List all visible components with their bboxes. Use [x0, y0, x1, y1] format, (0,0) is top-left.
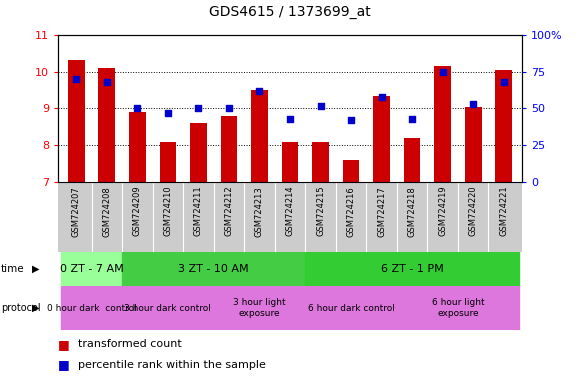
- Text: GSM724214: GSM724214: [285, 186, 295, 237]
- Bar: [160, 142, 176, 182]
- Bar: [61, 286, 122, 330]
- Bar: [122, 252, 305, 286]
- Point: [255, 88, 264, 94]
- Point: [377, 94, 386, 100]
- Bar: [68, 60, 85, 182]
- Text: GSM724216: GSM724216: [347, 186, 356, 237]
- Bar: [305, 252, 519, 286]
- Text: GSM724215: GSM724215: [316, 186, 325, 237]
- Point: [408, 116, 417, 122]
- Bar: [99, 68, 115, 182]
- Text: GSM724218: GSM724218: [408, 186, 416, 237]
- Point: [72, 76, 81, 82]
- Bar: [312, 142, 329, 182]
- Text: GSM724210: GSM724210: [164, 186, 172, 237]
- Text: GSM724211: GSM724211: [194, 186, 203, 237]
- Text: ■: ■: [58, 358, 70, 371]
- Text: GSM724217: GSM724217: [377, 186, 386, 237]
- Text: GSM724207: GSM724207: [72, 186, 81, 237]
- Bar: [465, 107, 481, 182]
- Text: 6 hour dark control: 6 hour dark control: [307, 304, 394, 313]
- Point: [194, 106, 203, 112]
- Bar: [61, 252, 122, 286]
- Bar: [495, 70, 512, 182]
- Point: [469, 101, 478, 107]
- Text: 0 ZT - 7 AM: 0 ZT - 7 AM: [60, 264, 124, 274]
- Text: GSM724212: GSM724212: [224, 186, 233, 237]
- Text: percentile rank within the sample: percentile rank within the sample: [78, 360, 266, 370]
- Bar: [404, 138, 420, 182]
- Text: GSM724208: GSM724208: [102, 186, 111, 237]
- Bar: [434, 66, 451, 182]
- Point: [285, 116, 295, 122]
- Point: [133, 106, 142, 112]
- Text: 3 ZT - 10 AM: 3 ZT - 10 AM: [179, 264, 249, 274]
- Bar: [373, 96, 390, 182]
- Bar: [213, 286, 305, 330]
- Point: [346, 117, 356, 123]
- Text: 3 hour dark control: 3 hour dark control: [125, 304, 211, 313]
- Point: [438, 68, 447, 74]
- Text: GDS4615 / 1373699_at: GDS4615 / 1373699_at: [209, 5, 371, 18]
- Text: 6 hour light
exposure: 6 hour light exposure: [432, 298, 484, 318]
- Text: protocol: protocol: [1, 303, 41, 313]
- Text: GSM724213: GSM724213: [255, 186, 264, 237]
- Bar: [58, 182, 522, 252]
- Text: GSM724220: GSM724220: [469, 186, 478, 237]
- Bar: [251, 90, 268, 182]
- Point: [163, 110, 172, 116]
- Bar: [129, 112, 146, 182]
- Text: GSM724219: GSM724219: [438, 186, 447, 237]
- Bar: [190, 123, 207, 182]
- Text: transformed count: transformed count: [78, 339, 182, 349]
- Bar: [305, 286, 397, 330]
- Text: time: time: [1, 264, 25, 274]
- Bar: [122, 286, 213, 330]
- Text: 3 hour light
exposure: 3 hour light exposure: [233, 298, 286, 318]
- Text: ■: ■: [58, 338, 70, 351]
- Point: [316, 103, 325, 109]
- Text: ▶: ▶: [32, 303, 39, 313]
- Bar: [282, 142, 298, 182]
- Point: [224, 106, 234, 112]
- Text: ▶: ▶: [32, 264, 39, 274]
- Text: 6 ZT - 1 PM: 6 ZT - 1 PM: [380, 264, 444, 274]
- Bar: [343, 160, 360, 182]
- Bar: [220, 116, 237, 182]
- Text: GSM724209: GSM724209: [133, 186, 142, 237]
- Bar: [397, 286, 519, 330]
- Point: [499, 79, 508, 85]
- Text: GSM724221: GSM724221: [499, 186, 508, 237]
- Text: 0 hour dark  control: 0 hour dark control: [47, 304, 136, 313]
- Point: [102, 79, 111, 85]
